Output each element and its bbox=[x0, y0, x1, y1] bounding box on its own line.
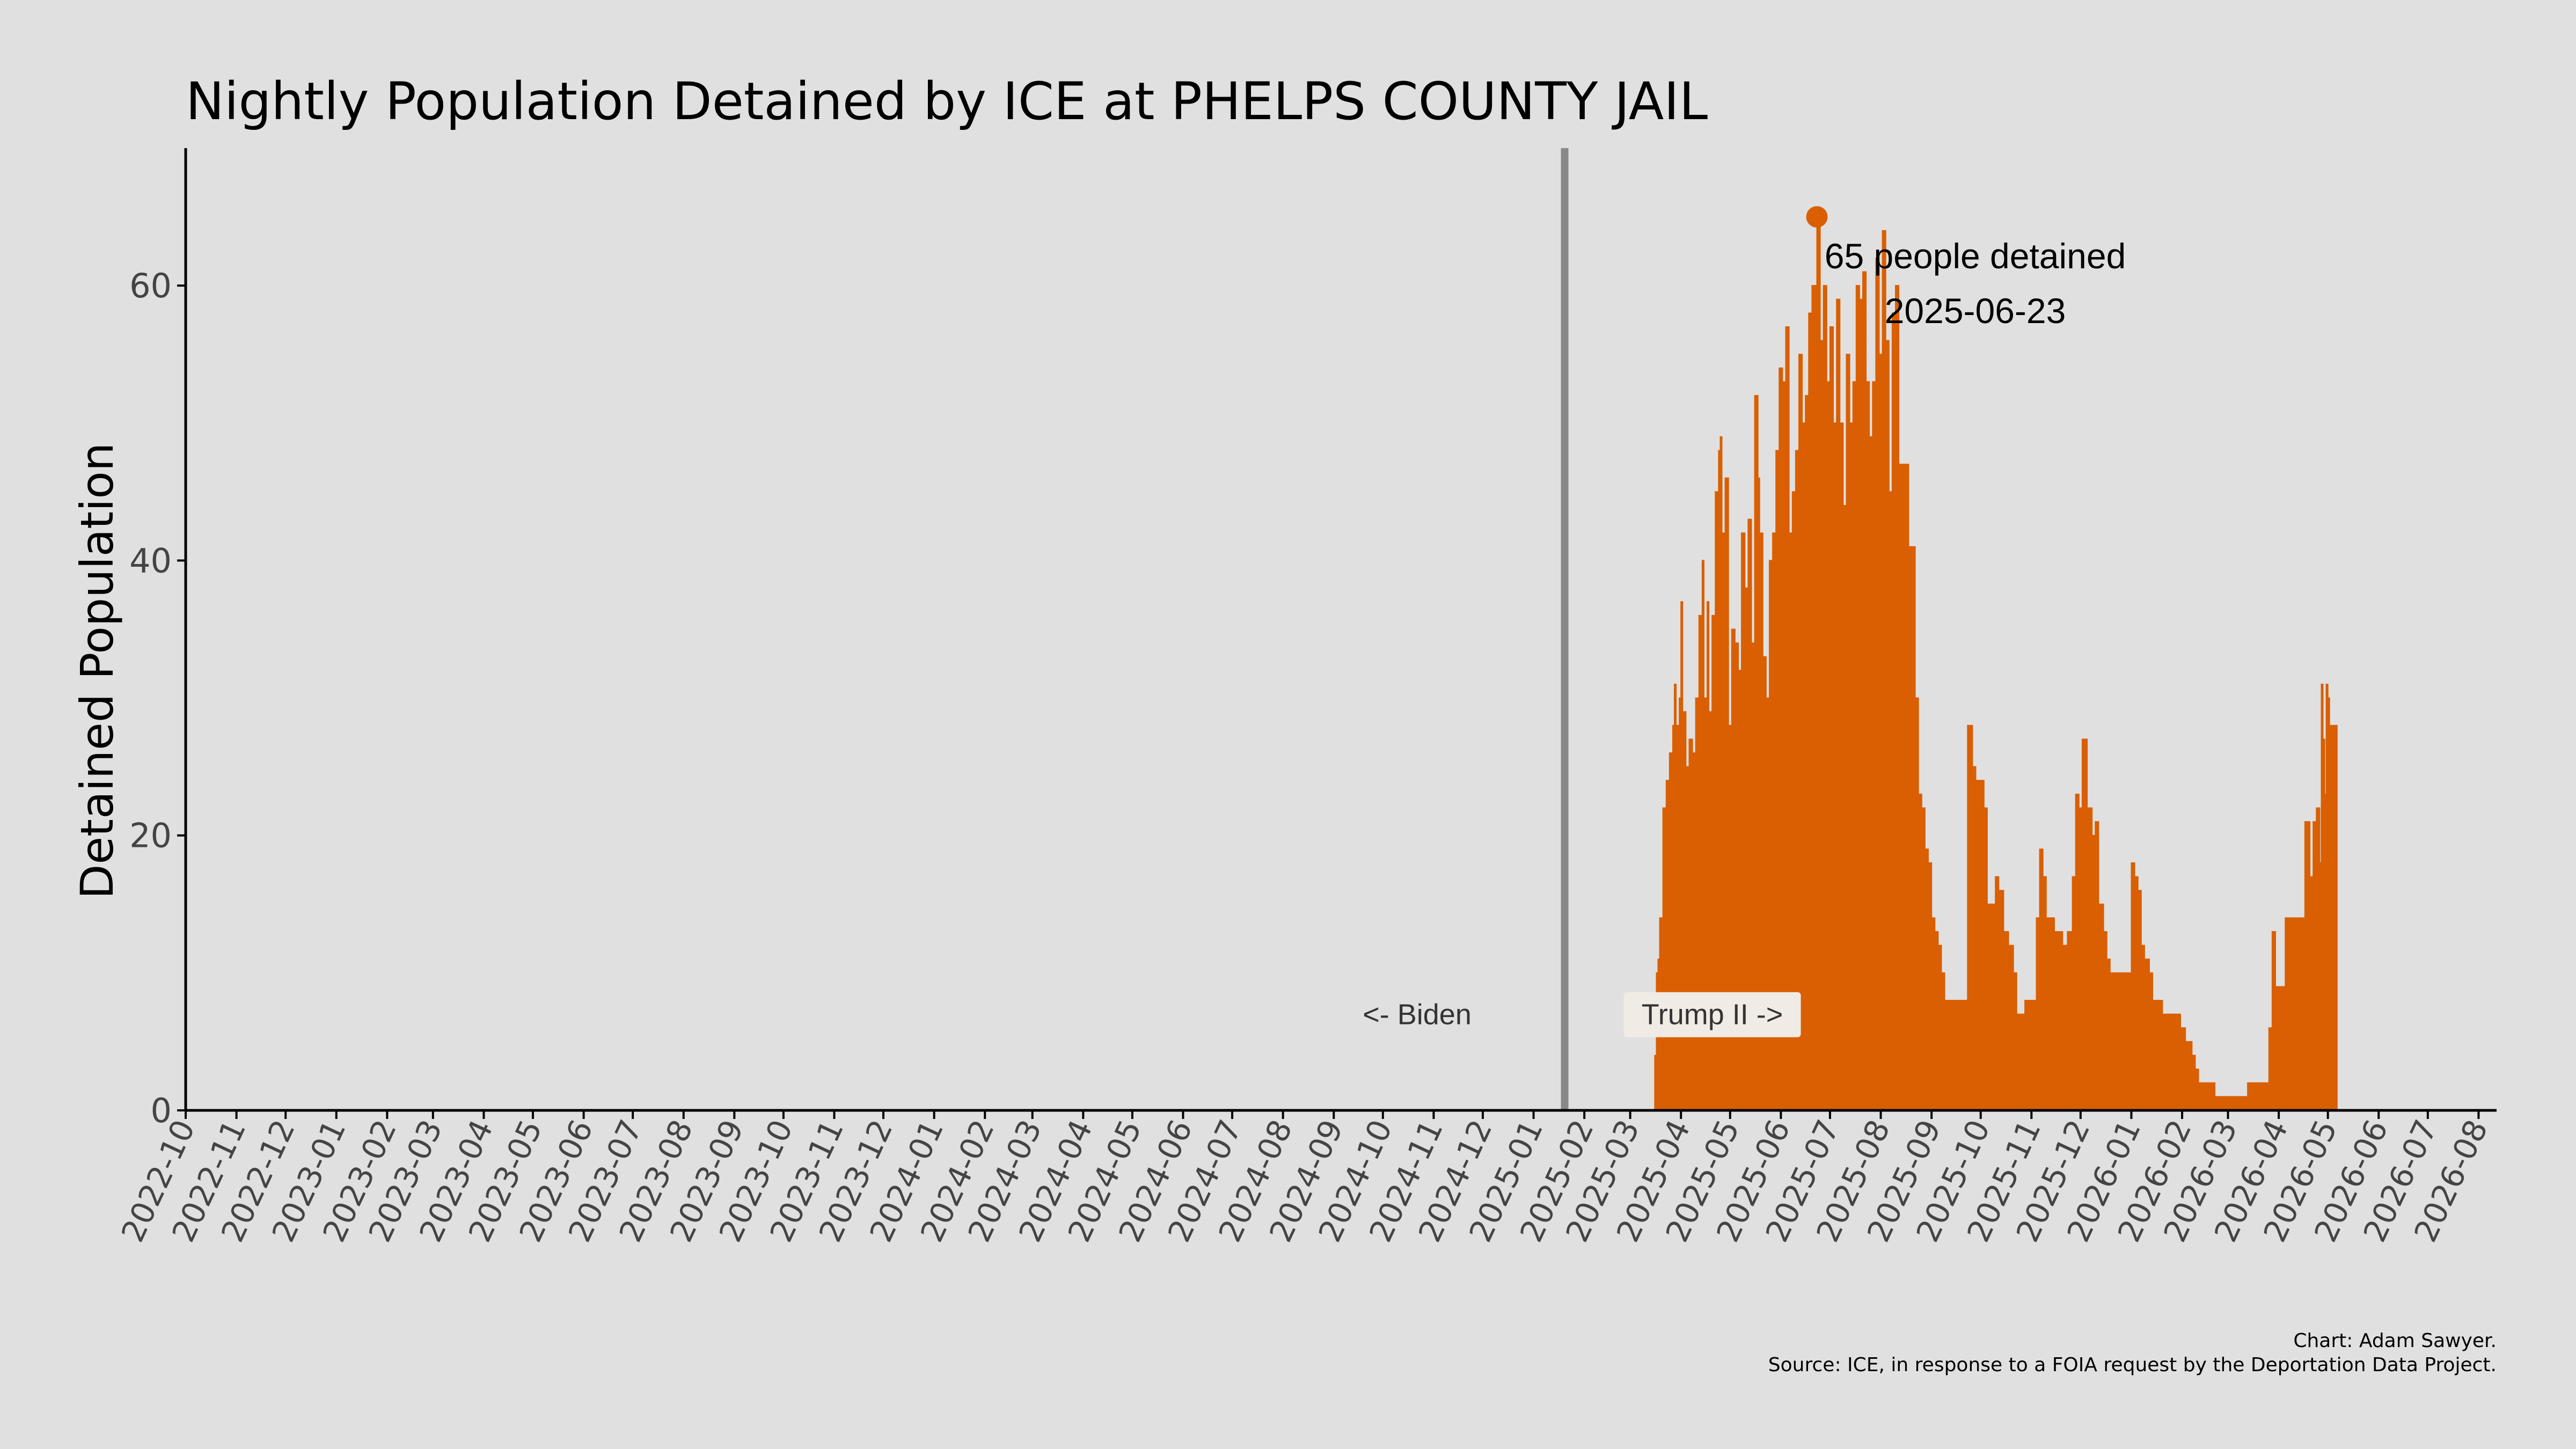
y-axis-label: Detained Population bbox=[71, 443, 123, 899]
detained-population-area bbox=[1654, 216, 2338, 1111]
trump-era-label: Trump II -> bbox=[1642, 999, 1783, 1031]
biden-era-label: <- Biden bbox=[1363, 999, 1472, 1031]
y-tick-label: 60 bbox=[129, 266, 172, 305]
y-tick-label: 0 bbox=[151, 1091, 172, 1130]
y-tick-label: 40 bbox=[129, 541, 172, 580]
peak-annotation-date: 2025-06-23 bbox=[1885, 291, 2066, 331]
chart-title: Nightly Population Detained by ICE at PH… bbox=[186, 71, 1708, 131]
y-ticks: 0 20 40 60 bbox=[129, 266, 186, 1130]
peak-annotation-count: 65 people detained bbox=[1825, 236, 2126, 276]
caption-source: Source: ICE, in response to a FOIA reque… bbox=[1768, 1354, 2497, 1376]
peak-point bbox=[1806, 206, 1828, 228]
y-tick-label: 20 bbox=[129, 816, 172, 855]
caption-credit: Chart: Adam Sawyer. bbox=[2293, 1330, 2497, 1352]
area-layer bbox=[1654, 216, 2338, 1111]
trump-era-label-background bbox=[1623, 992, 1801, 1037]
